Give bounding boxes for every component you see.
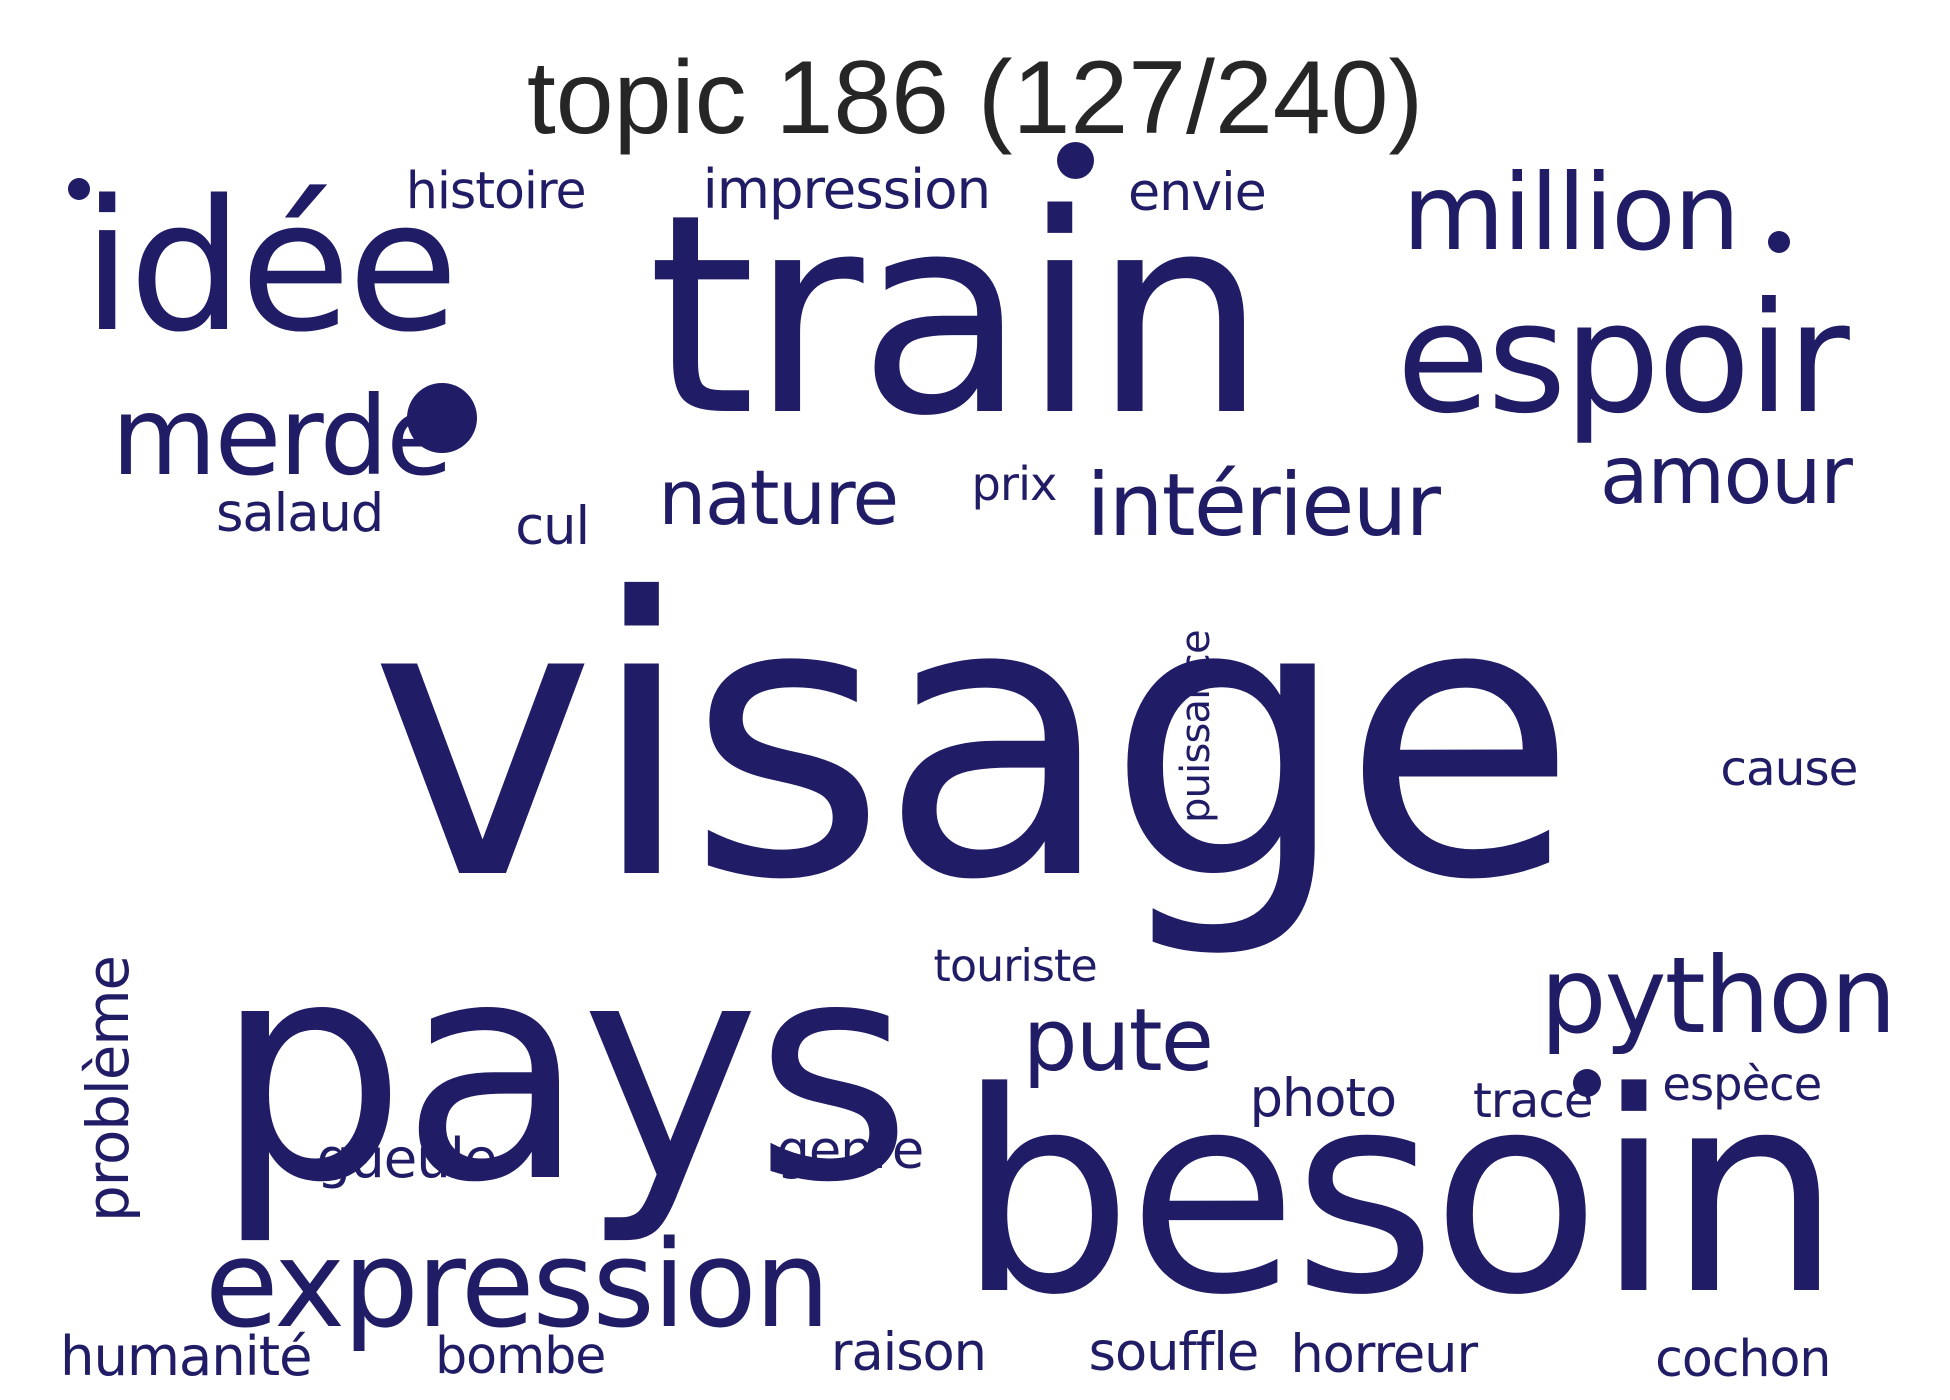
- word-photo: photo: [1249, 1067, 1397, 1129]
- figure-title: topic 186 (127/240): [526, 40, 1424, 156]
- word-touriste: touriste: [933, 941, 1098, 993]
- word-train: train: [647, 155, 1268, 477]
- dot-mark: [1768, 231, 1790, 253]
- word-puissance: puissance: [1173, 630, 1219, 823]
- word-amour: amour: [1599, 429, 1853, 523]
- word-histoire: histoire: [405, 161, 587, 220]
- dot-mark: [1573, 1069, 1601, 1097]
- word-python: python: [1540, 935, 1897, 1057]
- word-pute: pute: [1022, 991, 1214, 1092]
- word-raison: raison: [830, 1321, 987, 1383]
- word-genre: genre: [776, 1119, 925, 1181]
- word-humanite: humanité: [60, 1324, 313, 1388]
- dot-mark: [407, 383, 477, 453]
- word-prix: prix: [971, 457, 1058, 512]
- word-besoin: besoin: [957, 1033, 1842, 1356]
- word-souffle: souffle: [1088, 1321, 1260, 1383]
- word-probleme: problème: [74, 956, 142, 1223]
- word-envie: envie: [1128, 162, 1267, 224]
- word-salaud: salaud: [216, 482, 384, 544]
- word-espoir: espoir: [1396, 268, 1849, 447]
- word-idee: idée: [82, 161, 459, 373]
- word-cause: cause: [1720, 741, 1858, 797]
- word-visage: visage: [369, 518, 1577, 965]
- word-pays: pays: [214, 894, 912, 1249]
- word-nature: nature: [658, 453, 899, 542]
- word-interieur: intérieur: [1086, 456, 1442, 557]
- word-gueule: gueule: [316, 1125, 498, 1190]
- dot-mark: [1056, 141, 1094, 179]
- word-expression: expression: [204, 1215, 831, 1355]
- word-cul: cul: [515, 495, 590, 557]
- word-bombe: bombe: [435, 1326, 606, 1385]
- dot-mark: [68, 178, 90, 200]
- word-horreur: horreur: [1290, 1323, 1478, 1385]
- word-cochon: cochon: [1655, 1329, 1831, 1388]
- word-impression: impression: [702, 156, 992, 221]
- word-espece: espèce: [1662, 1057, 1822, 1112]
- word-merde: merde: [111, 372, 453, 500]
- word-million: million: [1402, 150, 1740, 274]
